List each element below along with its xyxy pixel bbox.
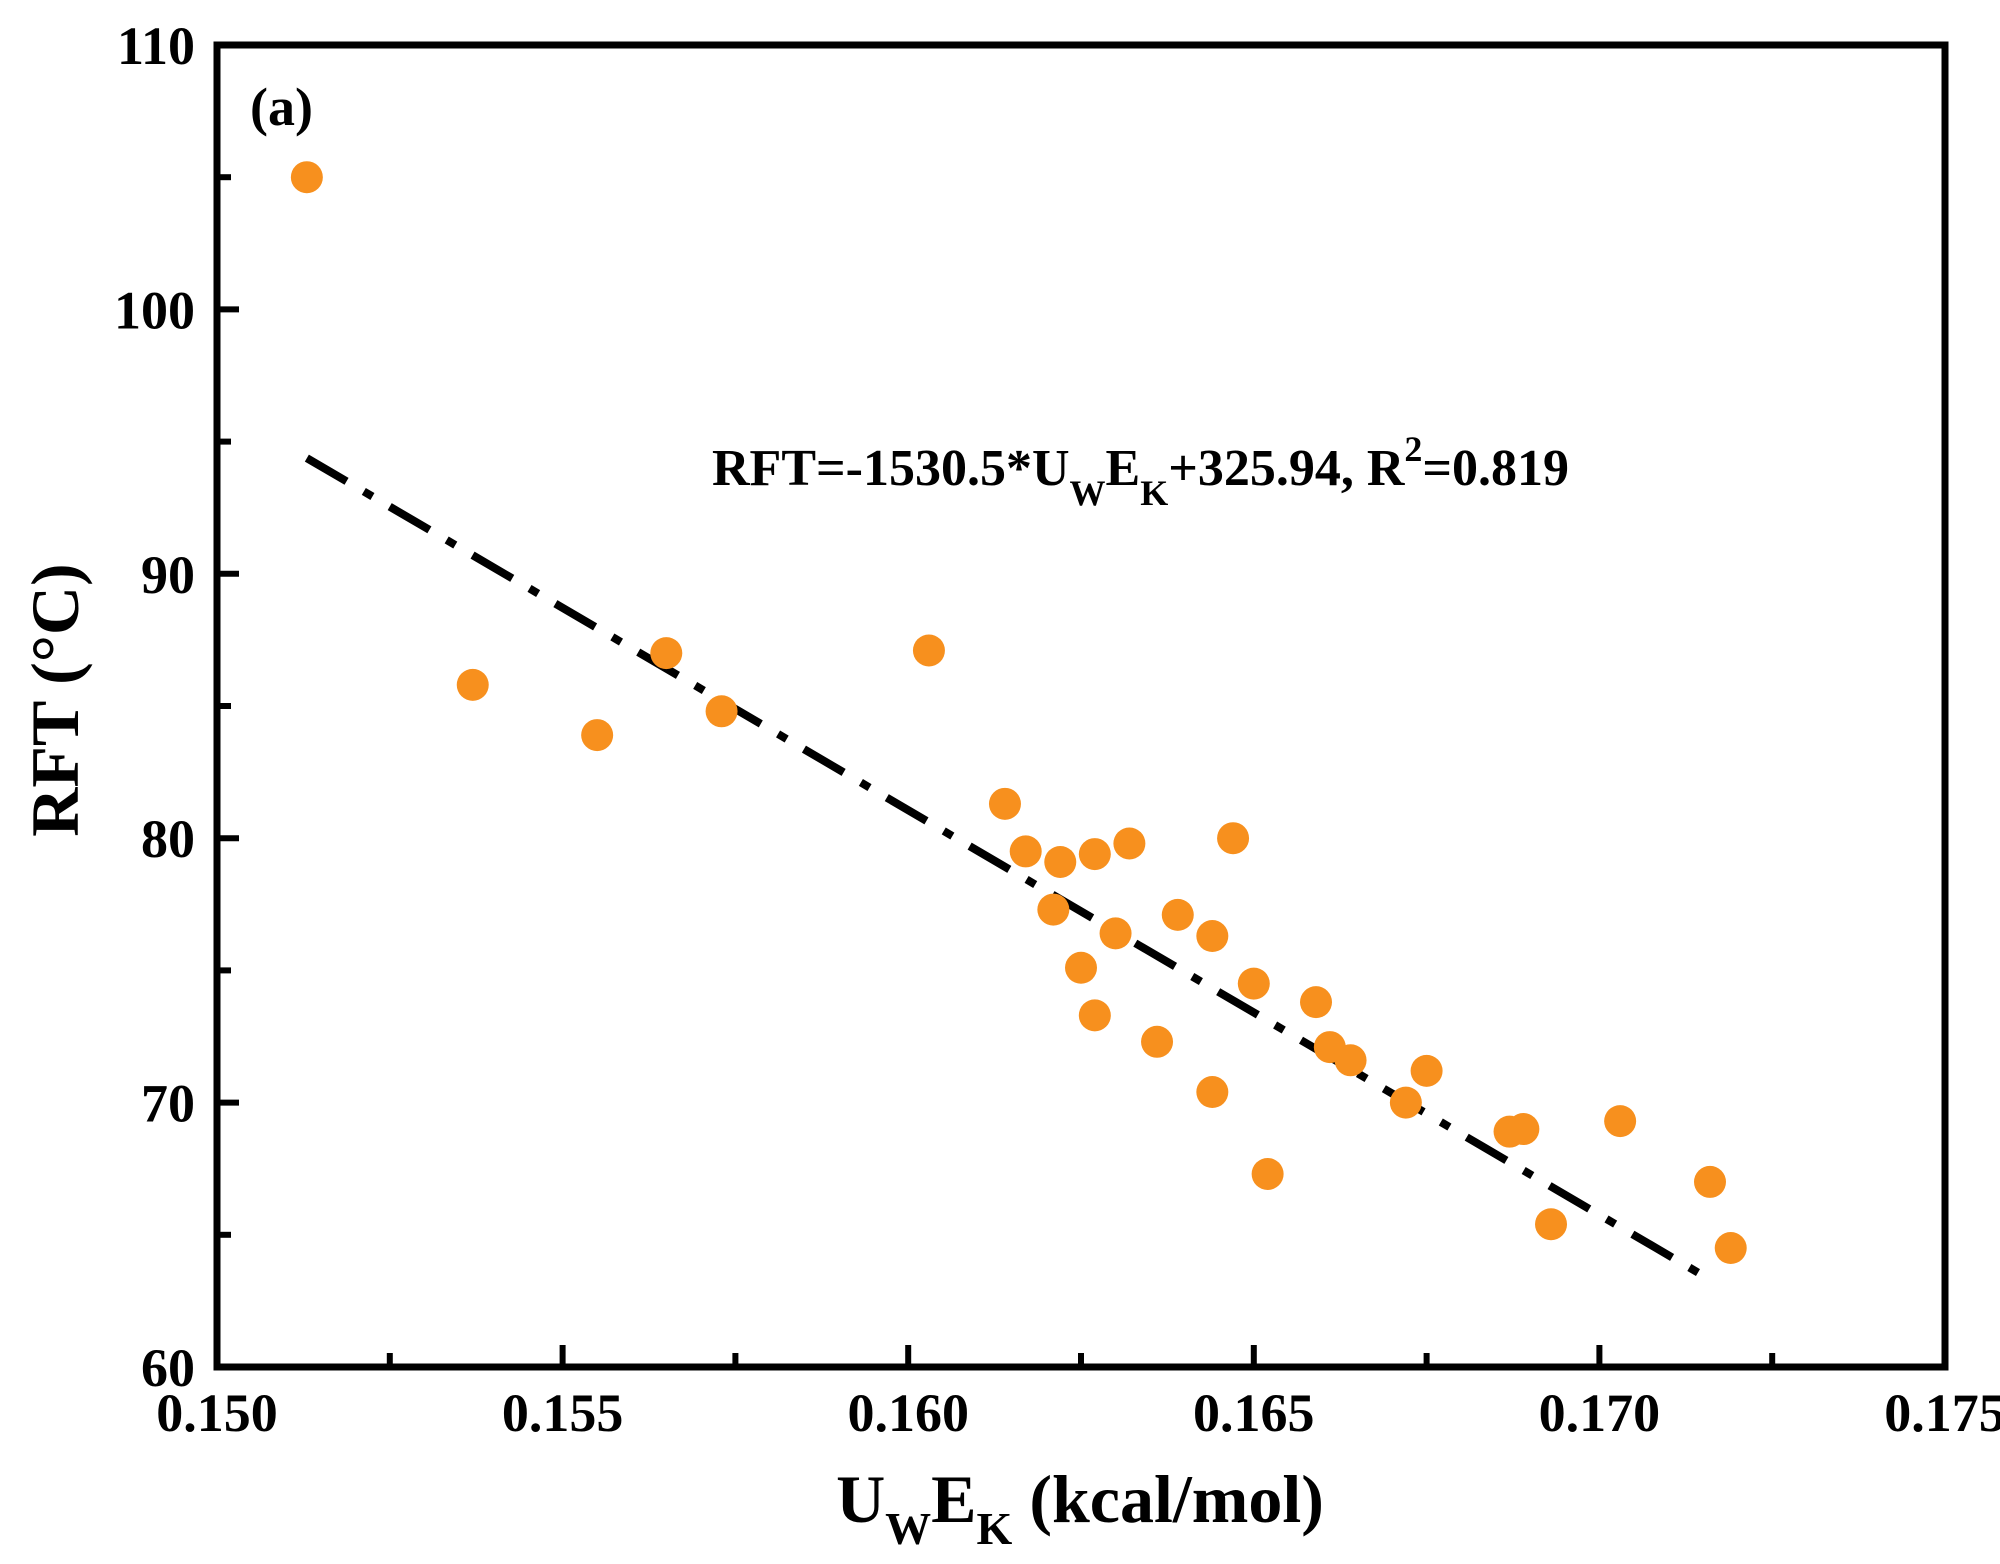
- data-point: [290, 161, 323, 194]
- fit-equation: RFT=-1530.5*UWEK+325.94, R2=0.819: [712, 429, 1569, 513]
- fit-line: [304, 454, 1706, 1279]
- x-axis-ticks: 0.150 0.155 0.160 0.165 0.170 0.175: [156, 1345, 2000, 1443]
- equation-sup-2: 2: [1404, 429, 1422, 469]
- data-point: [1237, 967, 1270, 1000]
- y-tick-label: 110: [117, 16, 195, 76]
- data-point: [1113, 827, 1146, 860]
- data-point: [1009, 835, 1042, 868]
- data-point: [456, 668, 489, 701]
- equation-mid: E: [1106, 440, 1141, 497]
- data-point: [1693, 1165, 1726, 1198]
- x-title-sub-k: K: [977, 1503, 1013, 1554]
- x-tick-label: 0.155: [502, 1383, 624, 1443]
- data-point: [705, 695, 738, 728]
- y-tick-label: 60: [141, 1338, 195, 1398]
- data-point: [912, 634, 945, 667]
- data-point: [1604, 1105, 1637, 1138]
- data-point: [1251, 1157, 1284, 1190]
- data-point: [1507, 1113, 1540, 1146]
- equation-tail: =0.819: [1422, 440, 1569, 497]
- y-tick-label: 70: [141, 1074, 195, 1134]
- equation-sub-w: W: [1070, 473, 1106, 513]
- equation-rest: +325.94, R: [1168, 440, 1406, 497]
- data-point: [1099, 917, 1132, 950]
- y-tick-label: 90: [141, 545, 195, 605]
- x-title-base: U: [836, 1461, 885, 1537]
- x-tick-label: 0.150: [156, 1383, 278, 1443]
- y-tick-label: 100: [114, 280, 195, 340]
- data-point: [988, 787, 1021, 820]
- data-point: [1078, 999, 1111, 1032]
- data-point: [1196, 1076, 1229, 1109]
- data-point: [1196, 920, 1229, 953]
- data-point: [1714, 1232, 1747, 1265]
- data-point: [581, 719, 614, 752]
- data-points: [290, 161, 1747, 1265]
- x-tick-label: 0.175: [1884, 1383, 2000, 1443]
- panel-label: (a): [250, 77, 313, 137]
- x-title-mid: E: [931, 1461, 976, 1537]
- x-tick-label: 0.170: [1539, 1383, 1661, 1443]
- y-axis-ticks: 60 70 80 90 100 110: [114, 16, 239, 1398]
- equation-lhs: RFT=-1530.5*U: [712, 440, 1070, 497]
- plot-border: [213, 41, 1949, 1371]
- data-point: [1044, 845, 1077, 878]
- x-title-sub-w: W: [885, 1503, 931, 1554]
- y-tick-label: 80: [141, 809, 195, 869]
- x-tick-label: 0.160: [847, 1383, 969, 1443]
- data-point: [650, 637, 683, 670]
- data-point: [1217, 822, 1250, 855]
- data-point: [1300, 986, 1333, 1019]
- data-point: [1334, 1044, 1367, 1077]
- data-point: [1141, 1025, 1174, 1058]
- x-axis-title: UWEK (kcal/mol): [836, 1461, 1324, 1554]
- x-title-unit: (kcal/mol): [1012, 1461, 1324, 1537]
- data-point: [1535, 1208, 1568, 1241]
- plot-frame: [213, 41, 1949, 1371]
- data-point: [1078, 838, 1111, 871]
- data-point: [1065, 951, 1097, 984]
- equation-sub-k: K: [1140, 473, 1168, 513]
- data-point: [1161, 898, 1194, 931]
- x-tick-label: 0.165: [1193, 1383, 1315, 1443]
- data-point: [1389, 1086, 1422, 1119]
- fit-line-group: [304, 454, 1706, 1279]
- data-point: [1037, 893, 1070, 926]
- data-point: [1410, 1054, 1443, 1087]
- y-axis-title: RFT (°C): [17, 563, 93, 836]
